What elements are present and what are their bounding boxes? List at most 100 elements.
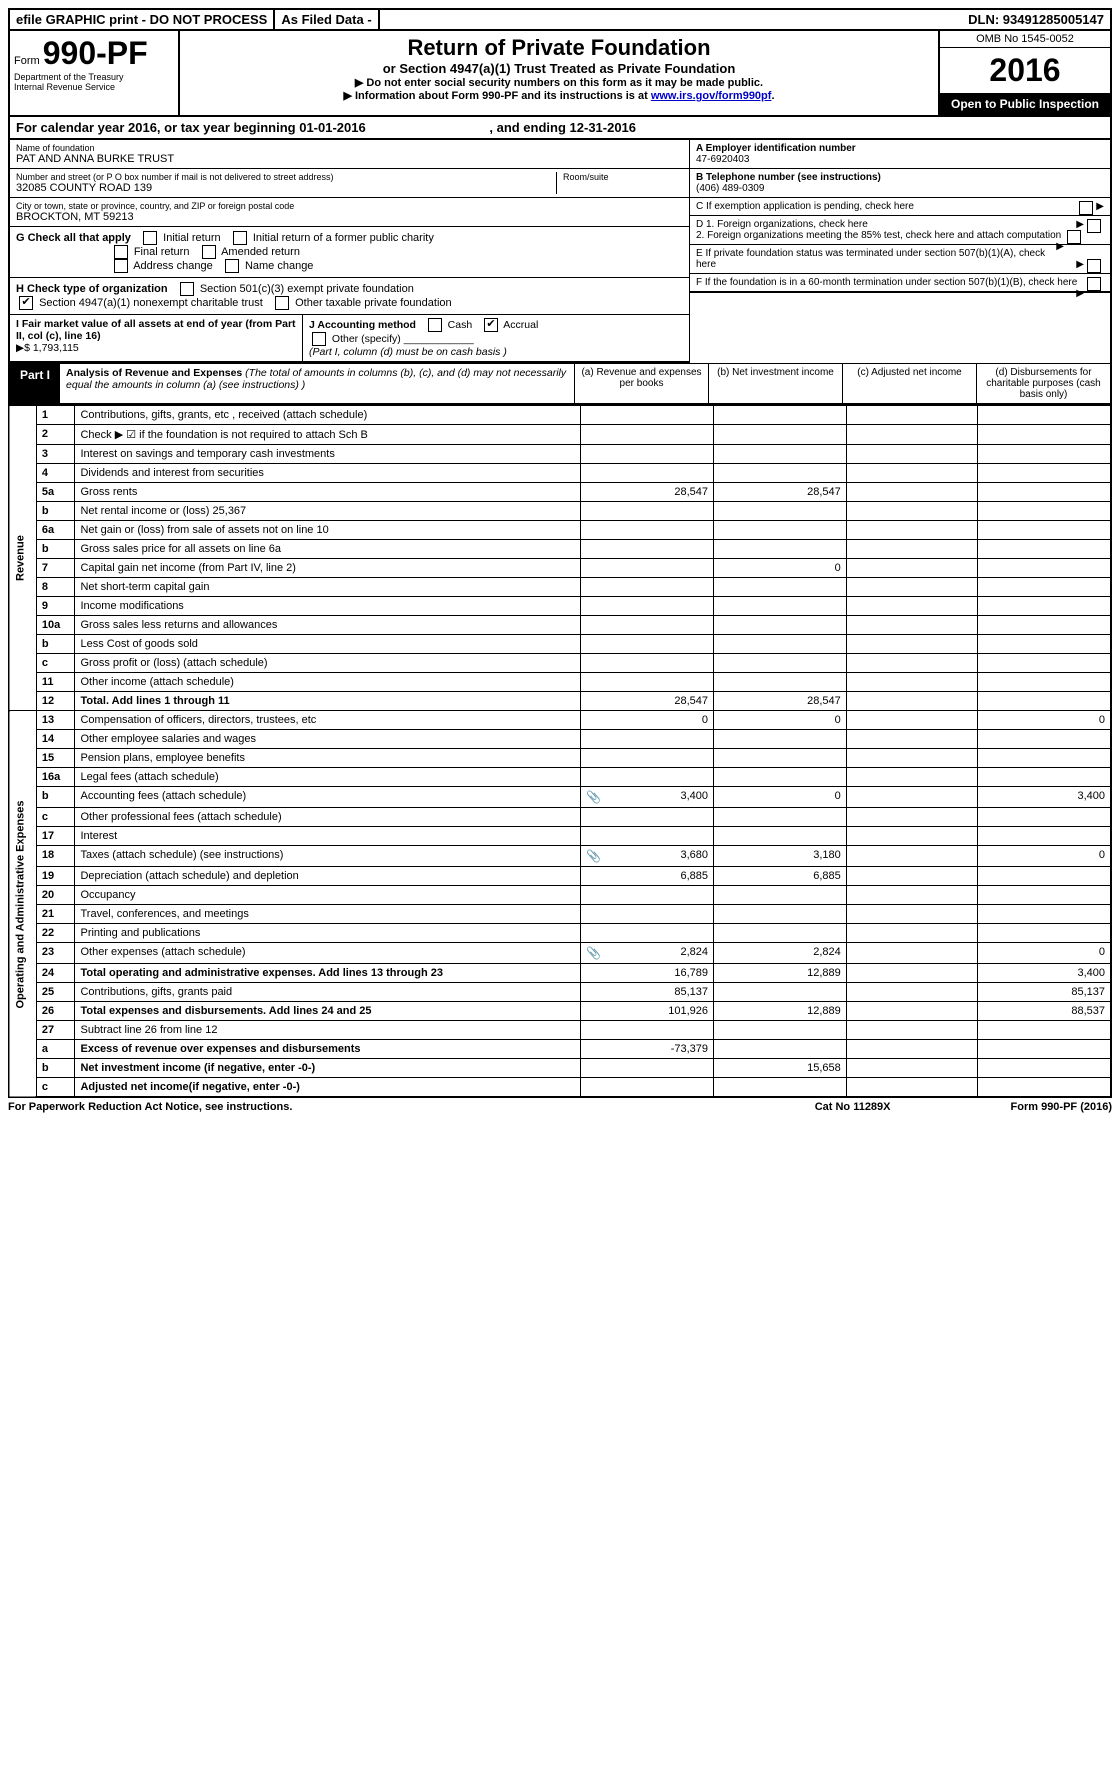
line-description: Net short-term capital gain bbox=[75, 578, 581, 597]
amount-cell bbox=[978, 483, 1111, 502]
address-cell: Number and street (or P O box number if … bbox=[10, 169, 689, 198]
checkbox-initial-return[interactable] bbox=[143, 231, 157, 245]
amount-cell: 16,789 bbox=[581, 964, 714, 983]
amount-cell bbox=[714, 540, 847, 559]
checkbox-former-charity[interactable] bbox=[233, 231, 247, 245]
checkbox-name-change[interactable] bbox=[225, 259, 239, 273]
checkbox-cash[interactable] bbox=[428, 318, 442, 332]
amount-cell bbox=[714, 578, 847, 597]
line-description: Pension plans, employee benefits bbox=[75, 749, 581, 768]
checkbox-other-taxable[interactable] bbox=[275, 296, 289, 310]
amount-cell bbox=[846, 1002, 978, 1021]
line-description: Gross sales less returns and allowances bbox=[75, 616, 581, 635]
checkbox-status-terminated[interactable] bbox=[1087, 259, 1101, 273]
table-row: 26Total expenses and disbursements. Add … bbox=[9, 1002, 1111, 1021]
amount-cell bbox=[978, 559, 1111, 578]
dept-irs: Internal Revenue Service bbox=[14, 82, 174, 92]
amount-cell bbox=[978, 730, 1111, 749]
line-number: 25 bbox=[36, 983, 75, 1002]
line-number: 11 bbox=[36, 673, 75, 692]
header-left: Form 990-PF Department of the Treasury I… bbox=[10, 31, 180, 115]
irs-link[interactable]: www.irs.gov/form990pf bbox=[651, 90, 772, 102]
amount-cell bbox=[846, 406, 978, 425]
line-description: Net gain or (loss) from sale of assets n… bbox=[75, 521, 581, 540]
table-row: 9Income modifications bbox=[9, 597, 1111, 616]
checkbox-exemption-pending[interactable] bbox=[1079, 201, 1093, 215]
line-description: Income modifications bbox=[75, 597, 581, 616]
foundation-name: PAT AND ANNA BURKE TRUST bbox=[16, 153, 683, 165]
dln: DLN: 93491285005147 bbox=[962, 10, 1110, 29]
amount-cell bbox=[581, 445, 714, 464]
line-number: 4 bbox=[36, 464, 75, 483]
amount-cell bbox=[978, 867, 1111, 886]
amount-cell bbox=[846, 867, 978, 886]
amount-cell bbox=[978, 808, 1111, 827]
amount-cell bbox=[846, 808, 978, 827]
checkbox-accrual[interactable] bbox=[484, 318, 498, 332]
amount-cell bbox=[846, 635, 978, 654]
checkbox-amended[interactable] bbox=[202, 245, 216, 259]
amount-cell bbox=[978, 924, 1111, 943]
amount-cell bbox=[978, 827, 1111, 846]
attachment-icon[interactable] bbox=[586, 946, 601, 960]
table-row: 24Total operating and administrative exp… bbox=[9, 964, 1111, 983]
amount-cell bbox=[581, 1059, 714, 1078]
checkbox-other-method[interactable] bbox=[312, 332, 326, 346]
checkbox-4947a1[interactable] bbox=[19, 296, 33, 310]
amount-cell bbox=[581, 1078, 714, 1098]
table-row: Revenue1Contributions, gifts, grants, et… bbox=[9, 406, 1111, 425]
amount-cell bbox=[846, 905, 978, 924]
amount-cell bbox=[714, 730, 847, 749]
amount-cell bbox=[714, 597, 847, 616]
amount-cell bbox=[846, 540, 978, 559]
amount-cell bbox=[714, 768, 847, 787]
ein: 47-6920403 bbox=[696, 154, 749, 165]
line-number: b bbox=[36, 787, 75, 808]
amount-cell bbox=[581, 1021, 714, 1040]
amount-cell: 0 bbox=[978, 846, 1111, 867]
line-description: Other expenses (attach schedule) bbox=[75, 943, 581, 964]
dept-treasury: Department of the Treasury bbox=[14, 72, 174, 82]
attachment-icon[interactable] bbox=[586, 790, 601, 804]
arrow-icon bbox=[1096, 201, 1104, 212]
line-number: 2 bbox=[36, 425, 75, 445]
amount-cell bbox=[978, 578, 1111, 597]
amount-cell bbox=[581, 654, 714, 673]
amount-cell bbox=[846, 964, 978, 983]
section-d: D 1. Foreign organizations, check here 2… bbox=[690, 216, 1110, 245]
table-row: 12Total. Add lines 1 through 1128,54728,… bbox=[9, 692, 1111, 711]
table-row: 20Occupancy bbox=[9, 886, 1111, 905]
checkbox-final-return[interactable] bbox=[114, 245, 128, 259]
amount-cell: 6,885 bbox=[714, 867, 847, 886]
checkbox-60month[interactable] bbox=[1087, 277, 1101, 291]
checkbox-501c3[interactable] bbox=[180, 282, 194, 296]
checkbox-foreign-org[interactable] bbox=[1087, 219, 1101, 233]
ein-cell: A Employer identification number 47-6920… bbox=[690, 140, 1110, 169]
amount-cell bbox=[978, 1040, 1111, 1059]
amount-cell: 2,824 bbox=[714, 943, 847, 964]
table-row: 3Interest on savings and temporary cash … bbox=[9, 445, 1111, 464]
amount-cell bbox=[846, 1059, 978, 1078]
attachment-icon[interactable] bbox=[586, 849, 601, 863]
form-header: Form 990-PF Department of the Treasury I… bbox=[8, 31, 1112, 117]
revenue-side-label: Revenue bbox=[9, 406, 36, 711]
efile-notice: efile GRAPHIC print - DO NOT PROCESS bbox=[10, 10, 275, 29]
table-row: 21Travel, conferences, and meetings bbox=[9, 905, 1111, 924]
amount-cell: 0 bbox=[714, 787, 847, 808]
line-number: 10a bbox=[36, 616, 75, 635]
checkbox-85pct[interactable] bbox=[1067, 230, 1081, 244]
amount-cell bbox=[846, 559, 978, 578]
omb-number: OMB No 1545-0052 bbox=[940, 31, 1110, 48]
amount-cell: 101,926 bbox=[581, 1002, 714, 1021]
line-number: 3 bbox=[36, 445, 75, 464]
table-row: 2Check ▶ ☑ if the foundation is not requ… bbox=[9, 425, 1111, 445]
amount-cell bbox=[978, 654, 1111, 673]
line-description: Other employee salaries and wages bbox=[75, 730, 581, 749]
amount-cell bbox=[846, 1040, 978, 1059]
amount-cell bbox=[846, 730, 978, 749]
amount-cell bbox=[978, 1059, 1111, 1078]
amount-cell bbox=[846, 616, 978, 635]
amount-cell: 85,137 bbox=[978, 983, 1111, 1002]
amount-cell bbox=[581, 673, 714, 692]
checkbox-address-change[interactable] bbox=[114, 259, 128, 273]
